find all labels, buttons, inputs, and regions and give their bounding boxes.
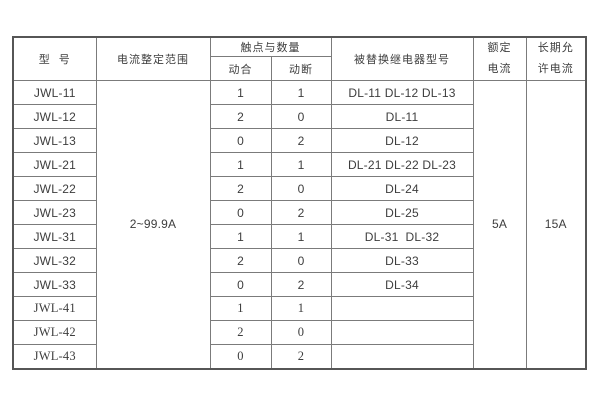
model-cell: JWL-11 [12,80,97,105]
replaced-model-cell: DL-34 [330,272,474,297]
replaced-model-cell: DL-25 [330,200,474,225]
nc-count-cell: 1 [270,152,332,177]
replaced-model-cell [330,296,474,321]
model-cell: JWL-12 [12,104,97,129]
no-count-cell: 0 [209,200,272,225]
model-cell: JWL-21 [12,152,97,177]
model-cell: JWL-22 [12,176,97,201]
no-count-cell: 0 [209,128,272,153]
replaced-model-cell: DL-21 DL-22 DL-23 [330,152,474,177]
model-cell: JWL-32 [12,248,97,273]
header-contacts: 触点与数量 [209,36,332,58]
nc-count-cell: 2 [270,200,332,225]
relay-spec-table: 型 号 电流整定范围 触点与数量 被替换继电器型号 额定 电流 长期允 许电流 … [12,36,587,370]
nc-count-cell: 1 [270,296,332,321]
header-longterm-line2: 许电流 [537,63,574,75]
header-row-2: 动合 动断 [13,56,586,81]
nc-count-cell: 0 [270,104,332,129]
model-cell: JWL-13 [12,128,97,153]
header-rated-line2: 电流 [487,63,512,75]
model-cell: JWL-31 [12,224,97,249]
table-row: JWL-42 2 0 [12,320,586,345]
no-count-cell: 0 [209,272,272,297]
model-cell: JWL-42 [12,320,97,345]
nc-count-cell: 1 [270,224,332,249]
table-row: JWL-23 0 2 DL-25 [12,200,586,225]
replaced-model-cell: DL-31 DL-32 [330,224,474,249]
current-range-value-cell: 2~99.9A [95,80,211,369]
replaced-model-cell: DL-24 [330,176,474,201]
header-no-contacts: 动合 [209,56,272,81]
model-cell: JWL-43 [12,344,97,369]
nc-count-cell: 0 [270,248,332,273]
replaced-model-cell [330,320,474,345]
header-rated-line1: 额定 [487,42,512,54]
nc-count-cell: 2 [270,128,332,153]
header-row-1: 型 号 电流整定范围 触点与数量 被替换继电器型号 额定 电流 长期允 许电流 [12,36,587,81]
header-model: 型 号 [12,36,97,81]
replaced-model-cell: DL-11 DL-12 DL-13 [330,80,474,105]
nc-count-cell: 0 [270,320,332,345]
no-count-cell: 1 [209,152,272,177]
no-count-cell: 1 [209,296,272,321]
replaced-model-cell: DL-33 [330,248,474,273]
model-cell: JWL-23 [12,200,97,225]
replaced-model-cell: DL-11 [330,104,474,129]
header-current-range: 电流整定范围 [95,36,211,81]
no-count-cell: 2 [209,248,272,273]
no-count-cell: 2 [209,176,272,201]
table-row: JWL-12 2 0 DL-11 [12,104,586,129]
longterm-current-value-cell: 15A [525,80,587,369]
header-longterm-current: 长期允 许电流 [525,36,587,81]
header-rated-current: 额定 电流 [472,36,527,81]
no-count-cell: 0 [209,344,272,369]
no-count-cell: 1 [209,80,272,105]
model-cell: JWL-33 [12,272,97,297]
nc-count-cell: 1 [270,80,332,105]
table-row: JWL-21 1 1 DL-21 DL-22 DL-23 [12,152,586,177]
nc-count-cell: 0 [270,176,332,201]
header-longterm-line1: 长期允 [537,42,574,54]
table-row: JWL-31 1 1 DL-31 DL-32 [12,224,586,249]
table-row: JWL-32 2 0 DL-33 [12,248,586,273]
rated-current-value-cell: 5A [472,80,527,369]
no-count-cell: 1 [209,224,272,249]
table-row: JWL-43 0 2 [12,344,586,369]
no-count-cell: 2 [209,104,272,129]
table-row: JWL-22 2 0 DL-24 [12,176,586,201]
replaced-model-cell: DL-12 [330,128,474,153]
model-cell: JWL-41 [12,296,97,321]
header-nc-contacts: 动断 [270,56,332,81]
header-replaced-models: 被替换继电器型号 [330,36,474,81]
table-row: JWL-11 2~99.9A 1 1 DL-11 DL-12 DL-13 5A … [12,80,587,369]
no-count-cell: 2 [209,320,272,345]
replaced-model-cell [330,344,474,369]
nc-count-cell: 2 [270,344,332,369]
table-row: JWL-41 1 1 [12,296,586,321]
nc-count-cell: 2 [270,272,332,297]
